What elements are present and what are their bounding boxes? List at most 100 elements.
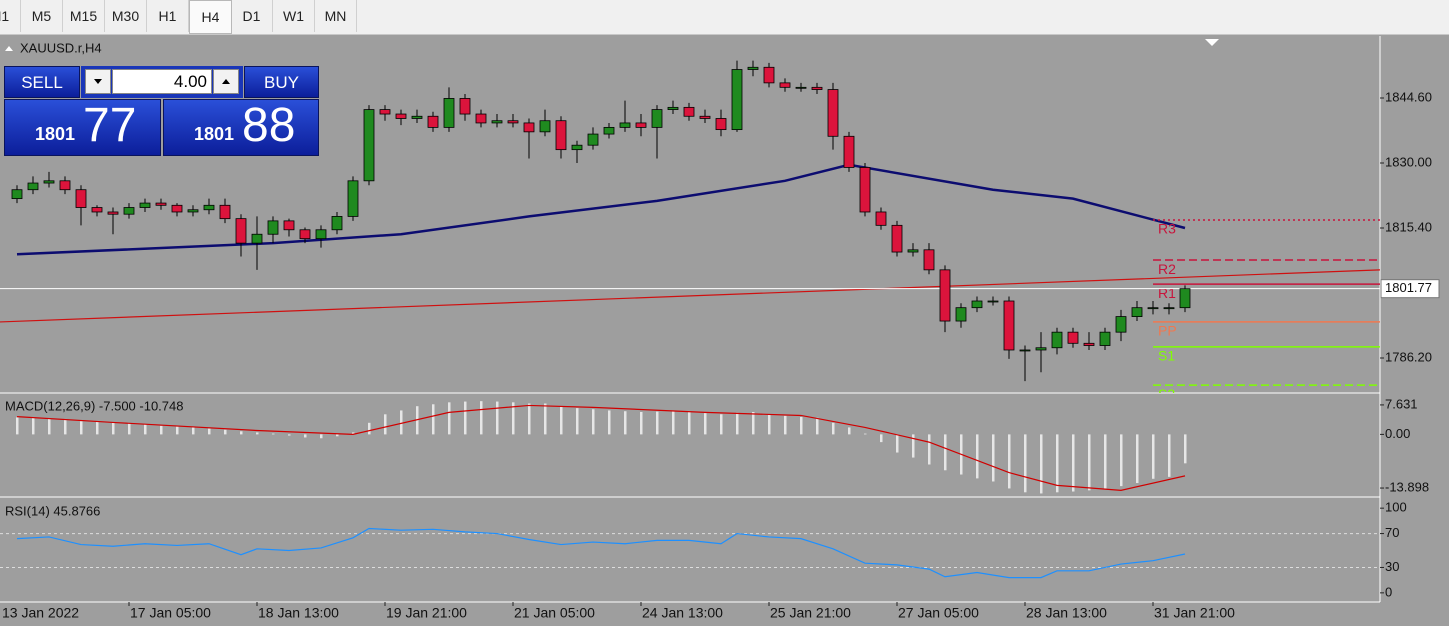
- pivot-label: R1: [1158, 285, 1176, 301]
- macd-bar: [304, 434, 307, 438]
- macd-bar: [272, 433, 275, 435]
- lot-down[interactable]: [85, 69, 111, 94]
- macd-bar: [192, 427, 195, 435]
- timeframe-button[interactable]: M1: [0, 0, 21, 32]
- macd-bar: [96, 422, 99, 435]
- macd-bar: [1056, 434, 1059, 493]
- x-tick-label: 19 Jan 21:00: [386, 605, 467, 621]
- candle-body: [955, 307, 967, 322]
- candle-body: [843, 135, 855, 168]
- macd-bar: [976, 434, 979, 479]
- macd-bar: [1088, 434, 1091, 491]
- y-tick-label: 1844.60: [1385, 89, 1432, 104]
- sell-button[interactable]: SELL: [4, 66, 80, 98]
- lot-up[interactable]: [213, 69, 239, 94]
- candle-body: [331, 216, 343, 231]
- macd-bar: [1024, 434, 1027, 493]
- y-tick-label: 1786.20: [1385, 349, 1432, 364]
- macd-bar: [944, 434, 947, 471]
- macd-bar: [800, 417, 803, 435]
- macd-bar: [384, 414, 387, 435]
- macd-bar: [864, 433, 867, 435]
- macd-bar: [400, 410, 403, 435]
- candle-body: [779, 82, 791, 88]
- candle-body: [939, 269, 951, 322]
- macd-bar: [80, 421, 83, 435]
- y-tick-label: 7.631: [1385, 396, 1418, 411]
- symbol-marker: [5, 46, 13, 51]
- x-tick-label: 18 Jan 13:00: [258, 605, 339, 621]
- timeframe-button[interactable]: M5: [21, 0, 63, 32]
- macd-bar: [448, 402, 451, 435]
- candle-body: [1163, 307, 1175, 310]
- macd-bar: [464, 401, 467, 435]
- candle-body: [395, 113, 407, 119]
- bid-price[interactable]: 1801 77: [4, 99, 161, 156]
- candle-body: [283, 220, 295, 231]
- candle-body: [971, 300, 983, 309]
- timeframe-button[interactable]: H4: [189, 0, 232, 34]
- candle-body: [523, 122, 535, 133]
- macd-bar: [736, 412, 739, 435]
- macd-bar: [1184, 434, 1187, 464]
- macd-bar: [592, 409, 595, 435]
- timeframe-button[interactable]: MN: [315, 0, 357, 32]
- y-tick-label: 30: [1385, 559, 1399, 574]
- macd-bar: [128, 423, 131, 435]
- timeframe-button[interactable]: W1: [273, 0, 315, 32]
- lot-input[interactable]: 4.00: [112, 69, 212, 94]
- macd-bar: [224, 429, 227, 435]
- candle-body: [187, 209, 199, 213]
- timeframe-button[interactable]: M30: [105, 0, 147, 32]
- x-tick-label: 17 Jan 05:00: [130, 605, 211, 621]
- buy-button[interactable]: BUY: [244, 66, 319, 98]
- macd-bar: [288, 434, 291, 436]
- candle-body: [731, 69, 743, 131]
- macd-bar: [256, 432, 259, 435]
- macd-bar: [240, 431, 243, 435]
- candle-body: [123, 207, 135, 215]
- rsi-line: [16, 527, 1186, 579]
- arrow-icon: [222, 79, 230, 84]
- y-tick-label: 0.00: [1385, 426, 1410, 441]
- ask-price-main: 1801: [194, 124, 235, 144]
- candle-body: [923, 249, 935, 271]
- macd-bar: [112, 422, 115, 435]
- timeframe-button[interactable]: H1: [147, 0, 189, 32]
- macd-bar: [672, 411, 675, 435]
- timeframe-button[interactable]: M15: [63, 0, 105, 32]
- macd-bar: [416, 406, 419, 435]
- candle-body: [219, 204, 231, 220]
- candle-body: [443, 98, 455, 128]
- rsi-title: RSI(14) 45.8766: [5, 503, 100, 518]
- candle-body: [251, 233, 263, 244]
- macd-bar: [176, 426, 179, 435]
- ask-price-pips: 88: [242, 99, 296, 152]
- macd-bar: [1168, 434, 1171, 477]
- macd-bar: [928, 434, 931, 465]
- macd-bar: [768, 414, 771, 435]
- ask-price[interactable]: 1801 88: [163, 99, 319, 156]
- candle-body: [315, 229, 327, 240]
- shift-marker: [1205, 39, 1219, 46]
- candle-body: [363, 109, 375, 182]
- candle-body: [43, 180, 55, 184]
- macd-bar: [32, 417, 35, 435]
- candle-body: [875, 211, 887, 226]
- candle-body: [107, 211, 119, 215]
- pivot-label: S1: [1158, 348, 1175, 364]
- candle-body: [347, 180, 359, 217]
- macd-bar: [816, 417, 819, 435]
- macd-bar: [912, 434, 915, 458]
- macd-bar: [1040, 434, 1043, 494]
- macd-bar: [528, 403, 531, 435]
- y-tick-label: 1830.00: [1385, 154, 1432, 169]
- macd-bar: [496, 401, 499, 435]
- candle-body: [75, 189, 87, 208]
- macd-bar: [208, 428, 211, 435]
- macd-bar: [1072, 434, 1075, 492]
- candle-body: [635, 122, 647, 128]
- macd-bar: [720, 414, 723, 435]
- x-tick-label: 24 Jan 13:00: [642, 605, 723, 621]
- timeframe-button[interactable]: D1: [231, 0, 273, 32]
